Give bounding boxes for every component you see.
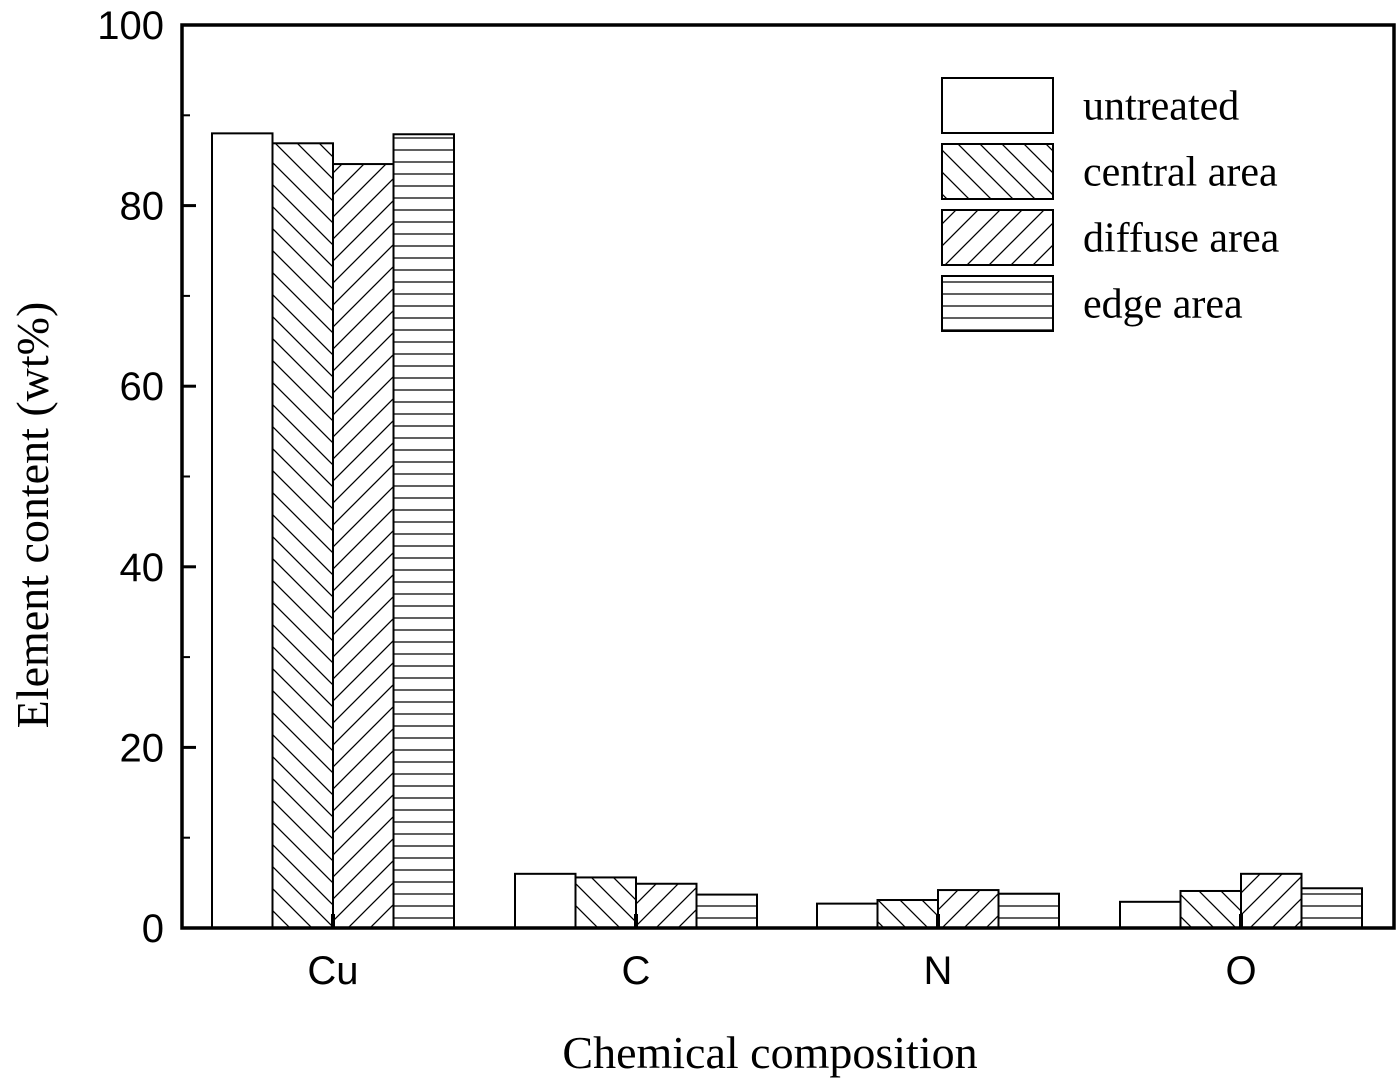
bar-c-central-area: [574, 876, 637, 929]
y-tick-label: 40: [120, 546, 165, 590]
x-tick-label-n: N: [924, 949, 953, 993]
legend-swatch-edge-area: [941, 275, 1054, 332]
y-tick-label: 20: [120, 726, 165, 770]
bar-n-untreated: [816, 902, 879, 929]
legend-swatch-untreated: [941, 77, 1054, 134]
bar-cu-diffuse-area: [332, 163, 395, 929]
bar-cu-edge-area: [392, 133, 455, 929]
legend-label-edge-area: edge area: [1083, 282, 1243, 328]
legend-label-untreated: untreated: [1083, 84, 1239, 130]
y-tick-label: 60: [120, 365, 165, 409]
bar-c-diffuse-area: [635, 882, 698, 929]
y-tick-label: 100: [97, 4, 164, 48]
bar-n-diffuse-area: [937, 889, 1000, 930]
bar-c-edge-area: [695, 893, 758, 930]
y-axis-title: Element content (wt%): [7, 302, 58, 729]
bar-n-edge-area: [997, 892, 1060, 930]
bar-o-untreated: [1119, 900, 1182, 929]
axis-ticks: 0 20 40 60 80 100 Cu C N O: [97, 4, 1256, 993]
bar-o-edge-area: [1300, 887, 1363, 930]
x-tick-label-cu: Cu: [307, 949, 358, 993]
x-tick-label-c: C: [622, 949, 651, 993]
bar-o-diffuse-area: [1240, 872, 1303, 930]
y-tick-label: 0: [142, 907, 164, 951]
x-axis-title: Chemical composition: [562, 1027, 977, 1078]
bar-n-central-area: [876, 899, 939, 930]
bar-cu-untreated: [211, 132, 274, 930]
bar-cu-central-area: [271, 142, 334, 930]
bar-c-untreated: [514, 872, 577, 930]
plot-frame: [180, 23, 1396, 930]
legend-label-diffuse-area: diffuse area: [1083, 216, 1280, 262]
legend-swatch-central-area: [941, 143, 1054, 200]
x-tick-label-o: O: [1225, 949, 1256, 993]
legend-swatch-diffuse-area: [941, 209, 1054, 266]
legend-label-central-area: central area: [1083, 150, 1278, 196]
bar-o-central-area: [1179, 889, 1242, 929]
bars: [211, 132, 1363, 930]
legend: untreated central area diffuse area edge ar…: [941, 77, 1280, 332]
y-tick-label: 80: [120, 185, 165, 229]
